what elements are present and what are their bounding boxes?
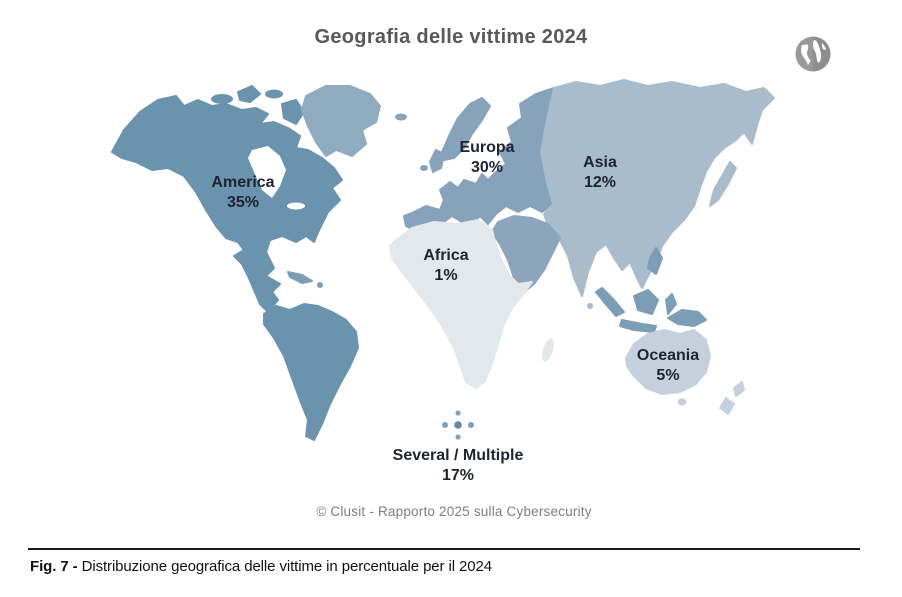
figure-caption: Fig. 7 - Distribuzione geografica delle … bbox=[30, 558, 870, 575]
island-borneo bbox=[633, 289, 659, 315]
iceland bbox=[395, 113, 407, 121]
continent-asia bbox=[540, 79, 775, 297]
arctic-island-3 bbox=[265, 89, 283, 99]
label-america: America 35% bbox=[211, 173, 274, 213]
label-several-multiple: Several / Multiple 17% bbox=[393, 446, 524, 486]
label-europa-pct: 30% bbox=[470, 159, 504, 176]
island-philippines bbox=[647, 247, 663, 275]
hudson-bay-water bbox=[248, 146, 286, 198]
label-oceania: Oceania 5% bbox=[637, 346, 699, 386]
globe-icon bbox=[795, 36, 831, 72]
island-madagascar bbox=[541, 338, 555, 362]
marker-dot-bottom bbox=[455, 434, 461, 440]
marker-dot-top bbox=[455, 410, 461, 416]
label-europa-name: Europa bbox=[459, 139, 515, 156]
island-new-guinea bbox=[667, 309, 707, 327]
greenland bbox=[301, 85, 381, 157]
label-america-name: America bbox=[211, 174, 275, 191]
caption-divider bbox=[28, 548, 860, 550]
island-new-zealand-south bbox=[719, 397, 735, 415]
label-several-multiple-name: Several / Multiple bbox=[392, 447, 524, 464]
arctic-island-2 bbox=[237, 85, 261, 103]
continent-africa bbox=[389, 219, 533, 389]
island-great-britain bbox=[429, 149, 445, 173]
island-sumatra bbox=[595, 287, 625, 317]
island-cuba bbox=[287, 271, 313, 284]
chart-title: Geografia delle vittime 2024 bbox=[314, 26, 588, 48]
island-ireland bbox=[420, 165, 428, 171]
source-copyright: © Clusit - Rapporto 2025 sulla Cybersecu… bbox=[316, 504, 592, 519]
island-java bbox=[619, 319, 657, 333]
label-america-pct: 35% bbox=[226, 194, 260, 211]
label-asia-name: Asia bbox=[583, 154, 617, 171]
label-oceania-name: Oceania bbox=[636, 347, 700, 364]
island-hispaniola bbox=[317, 282, 323, 288]
continent-south-america bbox=[263, 303, 359, 441]
label-europa: Europa 30% bbox=[459, 138, 514, 178]
continent-north-america bbox=[111, 95, 343, 313]
island-japan bbox=[709, 161, 737, 207]
label-africa-pct: 1% bbox=[434, 267, 458, 284]
label-africa: Africa 1% bbox=[423, 246, 468, 286]
island-sri-lanka bbox=[587, 303, 593, 309]
globe-land-ne bbox=[821, 43, 826, 50]
island-new-zealand-north bbox=[733, 381, 745, 397]
scattered-dots-marker-icon bbox=[442, 410, 474, 440]
figure-number: Fig. 7 - bbox=[30, 558, 78, 575]
marker-dot-center bbox=[454, 421, 462, 429]
globe-land-east bbox=[812, 40, 822, 63]
marker-dot-right bbox=[468, 422, 474, 428]
globe-land-west bbox=[801, 44, 811, 65]
arctic-island-baffin bbox=[281, 99, 305, 125]
label-asia: Asia 12% bbox=[583, 153, 617, 193]
figure-caption-text: Distribuzione geografica delle vittime i… bbox=[77, 558, 493, 575]
label-several-multiple-pct: 17% bbox=[441, 467, 475, 484]
scandinavia bbox=[441, 97, 491, 161]
label-asia-pct: 12% bbox=[583, 174, 617, 191]
label-oceania-pct: 5% bbox=[656, 367, 680, 384]
great-lakes-water bbox=[287, 202, 305, 210]
label-africa-name: Africa bbox=[423, 247, 469, 264]
marker-dot-left bbox=[442, 422, 448, 428]
middle-east bbox=[491, 215, 561, 293]
island-tasmania bbox=[677, 398, 687, 406]
island-sulawesi bbox=[665, 293, 677, 315]
continent-australia bbox=[625, 329, 711, 395]
arctic-island-1 bbox=[211, 94, 233, 104]
